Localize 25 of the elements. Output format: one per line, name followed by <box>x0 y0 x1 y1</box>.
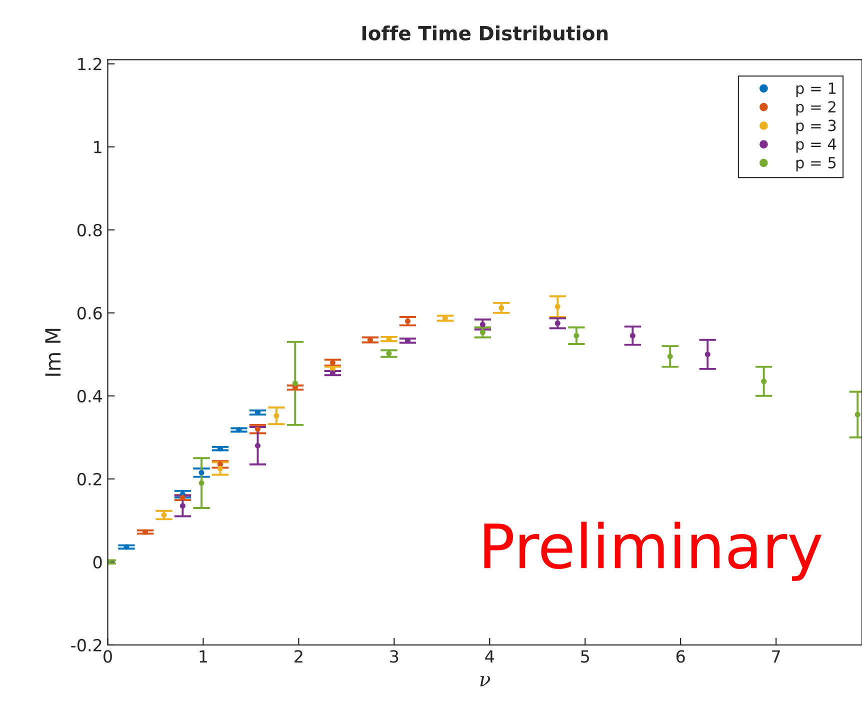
y-tick-label: 0.6 <box>77 306 102 320</box>
x-tick-label: 5 <box>581 650 589 663</box>
legend-label: p = 5 <box>796 157 836 172</box>
legend-label: p = 3 <box>796 120 836 134</box>
x-tick-label: 6 <box>676 650 685 663</box>
legend-label: p = 1 <box>796 82 836 97</box>
legend-label: p = 4 <box>796 138 836 153</box>
y-tick-label: 0 <box>93 556 102 568</box>
chart-title: Ioffe Time Distribution <box>362 25 608 41</box>
y-tick-label: 0.4 <box>77 390 102 402</box>
y-tick-label: 0.8 <box>77 224 102 236</box>
x-axis-title: ν <box>480 676 490 686</box>
legend-label: p = 2 <box>796 101 836 116</box>
y-axis-title: Im M <box>45 328 60 376</box>
x-tick-label: 2 <box>294 650 302 662</box>
x-tick-label: 0 <box>104 650 112 663</box>
x-tick-label: 7 <box>772 650 780 662</box>
y-tick-label: 0.2 <box>77 472 102 486</box>
y-tick-label: 1 <box>94 141 102 154</box>
annotation: Preliminary <box>484 522 822 581</box>
x-tick-label: 4 <box>485 650 494 662</box>
x-tick-label: 1 <box>200 650 207 662</box>
y-tick-label: 1.2 <box>78 58 102 70</box>
x-tick-label: 3 <box>390 650 398 663</box>
y-tick-label: -0.2 <box>71 638 102 652</box>
